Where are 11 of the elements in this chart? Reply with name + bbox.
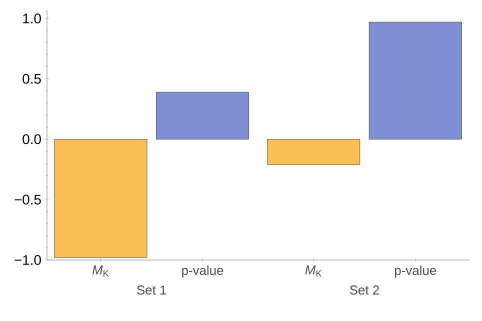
x-tick-label: p-value <box>394 266 436 278</box>
x-tick-label: M$_{K}$ <box>305 266 322 277</box>
y-tick-label: −1.0 <box>14 255 41 265</box>
y-tick-label: −0.5 <box>14 194 41 205</box>
text: Set 2 <box>350 285 379 295</box>
x-tick-label: M$_{K}$ <box>92 266 109 277</box>
text: Set 1 <box>137 285 166 295</box>
x-tick-label: p-value <box>182 266 224 278</box>
y-tick-label: 0.5 <box>22 74 41 84</box>
y-tick-label: 0.0 <box>22 134 41 144</box>
y-tick-label: 1.0 <box>23 14 41 24</box>
